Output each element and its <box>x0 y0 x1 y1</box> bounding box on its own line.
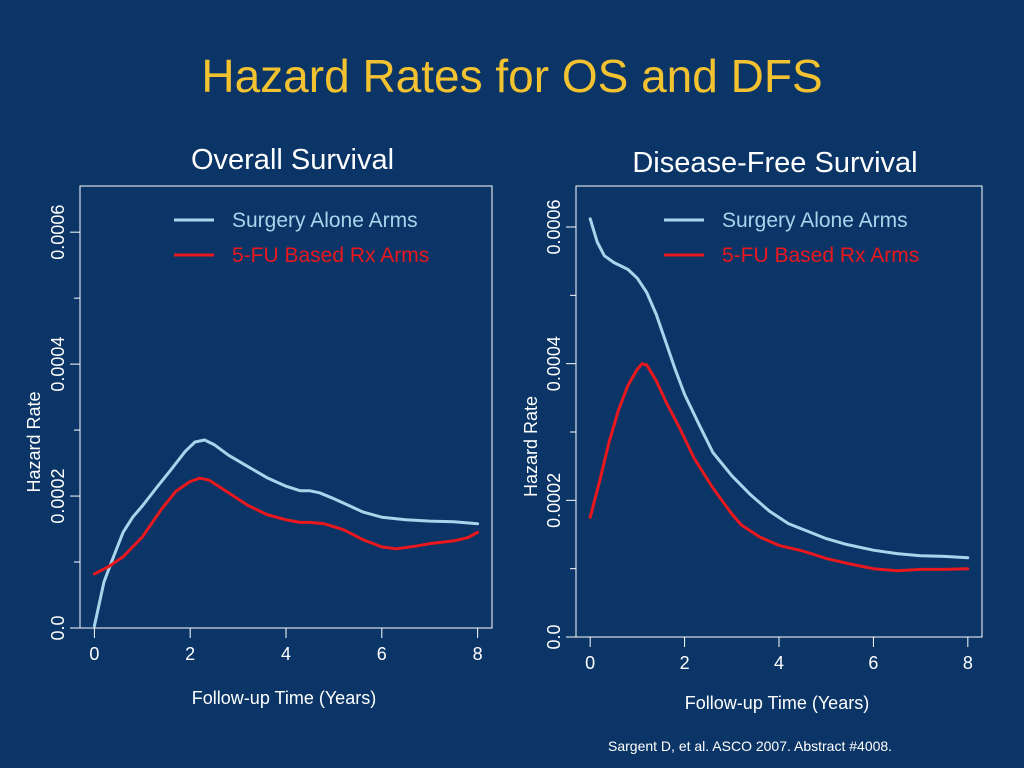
os-series-surgery-alone-line <box>92 438 480 628</box>
dfs-x-tick-label: 2 <box>680 653 690 673</box>
dfs-x-tick-label: 4 <box>774 653 784 673</box>
os-x-axis-label: Follow-up Time (Years) <box>192 688 376 708</box>
os-x-tick-label: 2 <box>185 644 195 664</box>
citation: Sargent D, et al. ASCO 2007. Abstract #4… <box>608 738 893 754</box>
dfs-legend-label-surgery-alone: Surgery Alone Arms <box>722 209 908 232</box>
dfs-x-tick-label: 8 <box>963 653 973 673</box>
dfs-series-5fu-based-line <box>588 362 970 573</box>
dfs-x-tick-label: 6 <box>868 653 878 673</box>
os-y-tick-label: 0.0006 <box>48 205 68 260</box>
os-y-tick-label: 0.0 <box>48 615 68 640</box>
slide-title: Hazard Rates for OS and DFS <box>201 50 823 102</box>
os-x-tick-label: 6 <box>377 644 387 664</box>
dfs-x-tick-label: 0 <box>585 653 595 673</box>
os-y-tick-label: 0.0004 <box>48 337 68 392</box>
dfs-x-axis-label: Follow-up Time (Years) <box>685 693 869 713</box>
dfs-series-surgery-alone-line <box>588 217 970 560</box>
dfs-y-axis-label: Hazard Rate <box>521 396 541 497</box>
dfs-legend-label-5fu-based: 5-FU Based Rx Arms <box>722 244 919 267</box>
os-x-tick-label: 4 <box>281 644 291 664</box>
os-y-axis-label: Hazard Rate <box>24 391 44 492</box>
os-legend-label-surgery-alone: Surgery Alone Arms <box>232 209 418 232</box>
dfs-y-tick-label: 0.0 <box>544 624 564 649</box>
os-x-tick-label: 8 <box>473 644 483 664</box>
os-series-5fu-based-line <box>92 476 480 576</box>
dfs-y-tick-label: 0.0006 <box>544 199 564 254</box>
os-chart-title: Overall Survival <box>190 144 395 176</box>
os-legend-label-5fu-based: 5-FU Based Rx Arms <box>232 244 429 267</box>
os-y-tick-label: 0.0002 <box>48 469 68 524</box>
dfs-chart-title: Disease-Free Survival <box>632 147 918 179</box>
dfs-y-tick-label: 0.0004 <box>544 336 564 391</box>
os-x-tick-label: 0 <box>89 644 99 664</box>
dfs-y-tick-label: 0.0002 <box>544 473 564 528</box>
